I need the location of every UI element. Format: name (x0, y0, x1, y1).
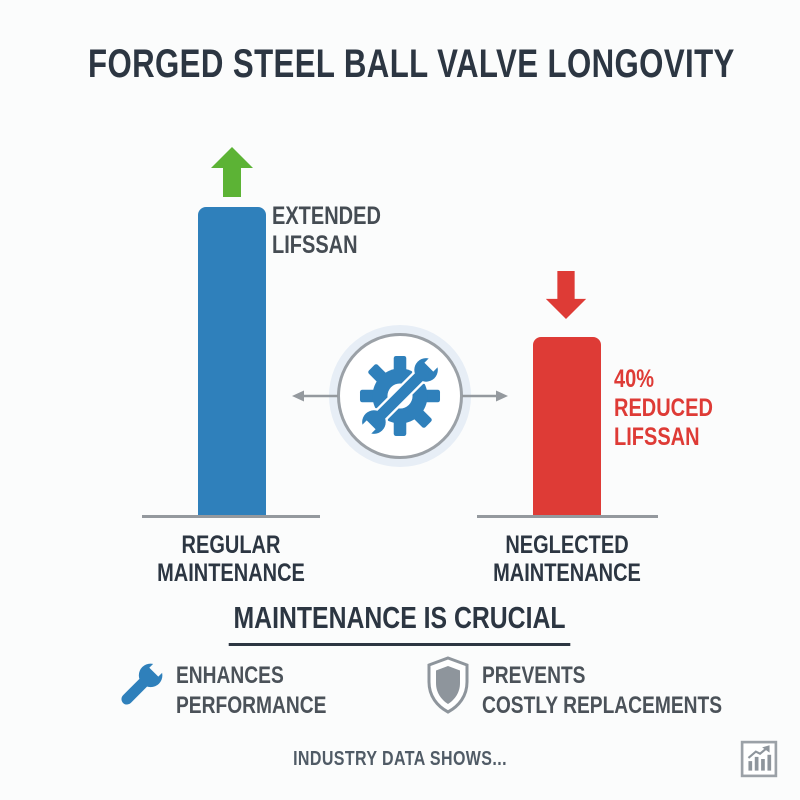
arrow-left-icon (292, 390, 338, 402)
wrench-icon (121, 658, 168, 705)
feature-enhances-performance: ENHANCES PERFORMANCE (176, 662, 327, 719)
arrow-right-icon (462, 390, 508, 402)
gear-wrench-icon (358, 354, 442, 438)
axis-baseline-right (477, 515, 658, 518)
annotation-reduced-lifespan: 40% REDUCED LIFSSAN (614, 365, 713, 451)
page-title: FORGED STEEL BALL VALVE LONGOVITY (88, 42, 735, 86)
subheading-wrap: MAINTENANCE IS CRUCIAL (0, 600, 800, 646)
footer-caption: INDUSTRY DATA SHOWS... (293, 748, 507, 770)
subheading: MAINTENANCE IS CRUCIAL (229, 600, 571, 646)
bar-regular-maintenance (198, 207, 266, 517)
down-arrow-icon (545, 271, 587, 319)
chart-increasing-icon (740, 740, 778, 778)
hub-circle (337, 333, 463, 459)
feature-prevents-replacements: PREVENTS COSTLY REPLACEMENTS (482, 662, 723, 719)
axis-baseline-left (142, 515, 320, 518)
bar-label-regular: REGULAR MAINTENANCE (157, 531, 305, 587)
bar-neglected-maintenance (533, 337, 601, 517)
annotation-extended-lifespan: EXTENDED LIFSSAN (272, 202, 381, 259)
bar-label-neglected: NEGLECTED MAINTENANCE (493, 531, 641, 587)
up-arrow-icon (211, 147, 253, 197)
shield-icon (427, 656, 469, 714)
